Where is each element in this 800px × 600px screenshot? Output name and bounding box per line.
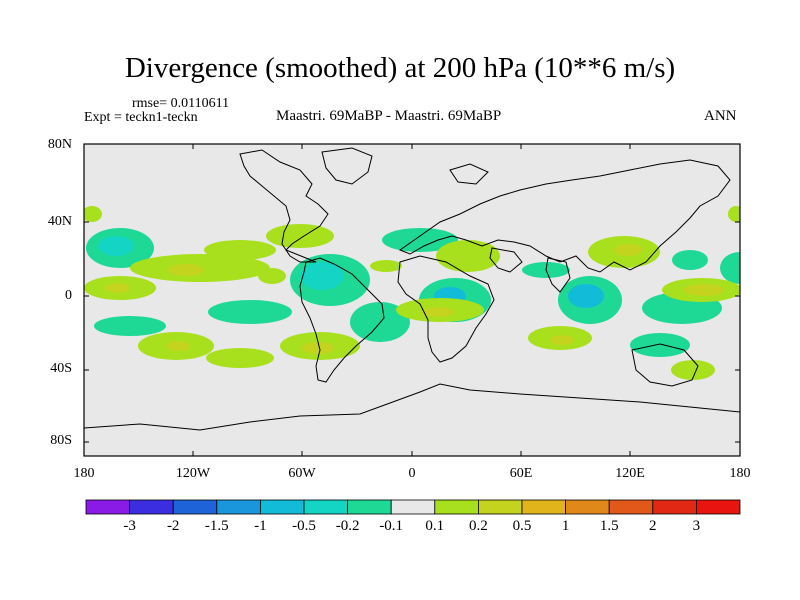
colorbar-swatch: [259, 499, 305, 515]
lon-tick-label: 0: [408, 466, 416, 481]
colorbar-label: 2: [649, 518, 657, 534]
colorbar-swatch: [303, 499, 348, 515]
colorbar-swatch: [521, 499, 566, 515]
field-patch: [300, 262, 344, 290]
field-patch: [671, 360, 715, 380]
coast-australia: [631, 343, 699, 387]
colorbar-label: 0.2: [469, 518, 488, 534]
field-patch: [168, 264, 204, 276]
colorbar-swatch: [129, 499, 174, 515]
lat-tick-label: 80S: [50, 433, 72, 448]
field-patch: [258, 268, 286, 284]
field-patch: [204, 240, 276, 260]
field-patch: [370, 260, 402, 272]
lat-tick-label: 0: [65, 288, 72, 303]
coast-eurasia: [398, 159, 731, 273]
rmse-label: rmse= 0.0110611: [132, 96, 230, 111]
field-patch: [208, 300, 292, 324]
plot-title: Divergence (smoothed) at 200 hPa (10**6 …: [124, 52, 676, 84]
lon-tick-label: 180: [73, 466, 95, 481]
field-patch: [382, 228, 458, 252]
lon-tick-label: 120W: [175, 466, 211, 481]
field-patch: [266, 224, 334, 248]
coast-south-america: [299, 257, 385, 383]
colorbar-label: 1.5: [599, 518, 619, 534]
colorbar-swatch: [652, 499, 697, 515]
colorbar-label: -0.2: [335, 518, 360, 534]
field-patch: [672, 250, 708, 270]
coast-arabia: [489, 247, 523, 273]
coast-india: [545, 257, 571, 293]
field-patch: [550, 335, 574, 345]
colorbar-label: 1: [561, 518, 570, 534]
colorbar-label: -3: [123, 518, 136, 534]
colorbar-label: 3: [692, 518, 701, 534]
colorbar: [85, 499, 741, 515]
colorbar-swatch: [172, 499, 218, 515]
period-label: ANN: [704, 108, 737, 124]
field-patch: [84, 206, 102, 222]
lon-tick-label: 120E: [615, 466, 645, 481]
colorbar-swatch: [85, 499, 130, 515]
colorbar-label: 0.5: [512, 518, 532, 534]
colorbar-label: -1.5: [204, 518, 229, 534]
case-label: Maastri. 69MaBP - Maastri. 69MaBP: [276, 108, 502, 124]
colorbar-swatch: [565, 499, 610, 515]
field-patch: [302, 342, 334, 354]
colorbar-swatch: [477, 499, 523, 515]
field-patch: [422, 307, 454, 317]
field-patch: [206, 348, 274, 368]
colorbar-swatch: [696, 499, 741, 515]
axis-ticks: [83, 143, 741, 456]
coast-africa: [397, 255, 495, 363]
lon-tick-label: 180: [729, 466, 751, 481]
colorbar-swatch: [347, 499, 392, 515]
field-patch: [720, 252, 740, 284]
colorbar-label: -0.5: [292, 518, 316, 534]
field-patch: [98, 236, 134, 256]
coast-greenland: [321, 147, 373, 185]
coast-antarctica: [84, 383, 740, 431]
colorbar-label: -0.1: [379, 518, 404, 534]
field-patch: [614, 244, 642, 256]
colorbar-swatch: [608, 499, 654, 515]
lon-tick-label: 60E: [509, 466, 533, 481]
colorbar-label: 0.1: [425, 518, 445, 534]
field-patch: [728, 206, 740, 222]
field-patch: [166, 341, 190, 351]
lat-tick-label: 80N: [47, 137, 72, 152]
field-patch: [436, 240, 500, 272]
field-patch: [106, 283, 130, 293]
colorbar-label: -2: [166, 518, 180, 534]
coast-arctic-islands: [449, 163, 489, 185]
field-patch: [94, 316, 166, 336]
colorbar-swatch: [216, 499, 261, 515]
lon-tick-label: 60W: [288, 466, 316, 481]
field-patch: [684, 284, 724, 296]
lat-tick-label: 40N: [47, 214, 72, 229]
map-background: [84, 144, 740, 456]
coast-north-america: [239, 149, 329, 263]
colorbar-label: -1: [254, 518, 267, 534]
coastlines: [84, 147, 740, 431]
field-patch: [568, 284, 604, 308]
field-patch: [630, 333, 690, 357]
lat-tick-label: 40S: [50, 361, 72, 376]
colorbar-swatch: [434, 499, 479, 515]
experiment-label: Expt = teckn1-teckn: [84, 110, 198, 125]
colorbar-swatch: [390, 499, 436, 515]
divergence-field: [84, 206, 740, 380]
